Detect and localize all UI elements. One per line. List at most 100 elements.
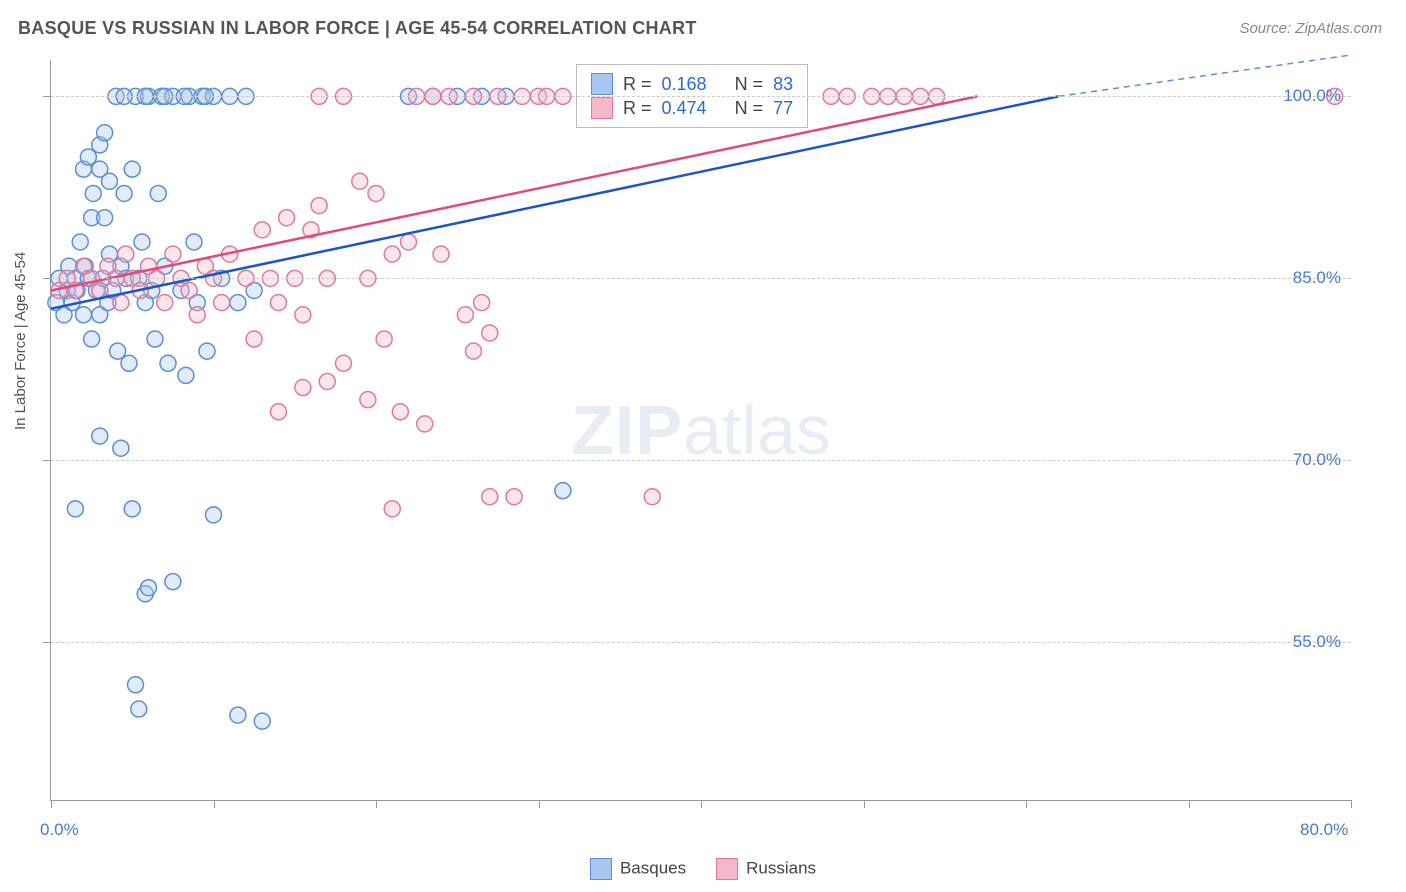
data-point bbox=[368, 185, 384, 201]
n-value: 77 bbox=[773, 98, 793, 119]
legend: Basques Russians bbox=[590, 858, 816, 880]
x-tick bbox=[1026, 800, 1027, 808]
x-tick bbox=[214, 800, 215, 808]
data-point bbox=[72, 234, 88, 250]
data-point bbox=[392, 404, 408, 420]
data-point bbox=[121, 355, 137, 371]
y-tick-label: 55.0% bbox=[1293, 632, 1341, 652]
data-point bbox=[644, 489, 660, 505]
data-point bbox=[295, 307, 311, 323]
legend-swatch bbox=[716, 858, 738, 880]
data-point bbox=[157, 295, 173, 311]
x-tick bbox=[376, 800, 377, 808]
source-label: Source: ZipAtlas.com bbox=[1239, 20, 1382, 37]
data-point bbox=[76, 307, 92, 323]
data-point bbox=[271, 404, 287, 420]
data-point bbox=[482, 489, 498, 505]
data-point bbox=[555, 483, 571, 499]
data-point bbox=[199, 343, 215, 359]
data-point bbox=[160, 355, 176, 371]
data-point bbox=[84, 331, 100, 347]
data-point bbox=[165, 574, 181, 590]
y-axis-title: In Labor Force | Age 45-54 bbox=[12, 252, 29, 430]
gridline bbox=[51, 460, 1351, 461]
data-point bbox=[131, 701, 147, 717]
r-value: 0.168 bbox=[662, 74, 707, 95]
x-tick bbox=[1189, 800, 1190, 808]
data-point bbox=[352, 173, 368, 189]
x-tick bbox=[1351, 800, 1352, 808]
data-point bbox=[457, 307, 473, 323]
data-point bbox=[230, 707, 246, 723]
data-point bbox=[150, 185, 166, 201]
n-value: 83 bbox=[773, 74, 793, 95]
data-point bbox=[360, 392, 376, 408]
legend-swatch bbox=[590, 858, 612, 880]
y-tick-label: 70.0% bbox=[1293, 450, 1341, 470]
data-point bbox=[474, 295, 490, 311]
data-point bbox=[254, 713, 270, 729]
legend-label: Russians bbox=[746, 858, 816, 877]
r-label: R = bbox=[623, 74, 652, 95]
data-point bbox=[178, 367, 194, 383]
data-point bbox=[336, 355, 352, 371]
legend-item: Basques bbox=[590, 858, 686, 880]
data-point bbox=[295, 380, 311, 396]
y-tick-label: 85.0% bbox=[1293, 268, 1341, 288]
data-point bbox=[384, 501, 400, 517]
data-point bbox=[206, 507, 222, 523]
chart-title: BASQUE VS RUSSIAN IN LABOR FORCE | AGE 4… bbox=[18, 18, 697, 39]
data-point bbox=[116, 185, 132, 201]
data-point bbox=[128, 677, 144, 693]
data-point bbox=[124, 161, 140, 177]
data-point bbox=[246, 331, 262, 347]
data-point bbox=[417, 416, 433, 432]
data-point bbox=[134, 234, 150, 250]
scatter-svg bbox=[51, 60, 1351, 800]
y-tick-label: 100.0% bbox=[1283, 86, 1341, 106]
data-point bbox=[141, 580, 157, 596]
data-point bbox=[376, 331, 392, 347]
data-point bbox=[319, 373, 335, 389]
trend-line bbox=[51, 96, 977, 290]
data-point bbox=[186, 234, 202, 250]
x-tick-label: 0.0% bbox=[40, 820, 79, 840]
legend-label: Basques bbox=[620, 858, 686, 877]
data-point bbox=[102, 173, 118, 189]
data-point bbox=[165, 246, 181, 262]
r-value: 0.474 bbox=[662, 98, 707, 119]
correlation-row: R = 0.168 N = 83 bbox=[591, 73, 793, 95]
correlation-row: R = 0.474 N = 77 bbox=[591, 97, 793, 119]
data-point bbox=[67, 501, 83, 517]
y-tick bbox=[43, 96, 51, 97]
data-point bbox=[124, 501, 140, 517]
data-point bbox=[85, 185, 101, 201]
data-point bbox=[384, 246, 400, 262]
plot-area: ZIPatlas R = 0.168 N = 83 R = 0.474 N = … bbox=[50, 60, 1351, 801]
legend-item: Russians bbox=[716, 858, 816, 880]
data-point bbox=[147, 331, 163, 347]
x-tick bbox=[701, 800, 702, 808]
gridline bbox=[51, 642, 1351, 643]
x-tick bbox=[864, 800, 865, 808]
data-point bbox=[506, 489, 522, 505]
y-tick bbox=[43, 642, 51, 643]
data-point bbox=[271, 295, 287, 311]
n-label: N = bbox=[735, 74, 764, 95]
x-tick bbox=[51, 800, 52, 808]
data-point bbox=[279, 210, 295, 226]
data-point bbox=[230, 295, 246, 311]
series-swatch bbox=[591, 97, 613, 119]
y-tick bbox=[43, 460, 51, 461]
data-point bbox=[401, 234, 417, 250]
data-point bbox=[118, 246, 134, 262]
series-swatch bbox=[591, 73, 613, 95]
data-point bbox=[97, 210, 113, 226]
r-label: R = bbox=[623, 98, 652, 119]
data-point bbox=[189, 307, 205, 323]
data-point bbox=[113, 440, 129, 456]
n-label: N = bbox=[735, 98, 764, 119]
gridline bbox=[51, 96, 1351, 97]
data-point bbox=[311, 198, 327, 214]
data-point bbox=[113, 295, 129, 311]
